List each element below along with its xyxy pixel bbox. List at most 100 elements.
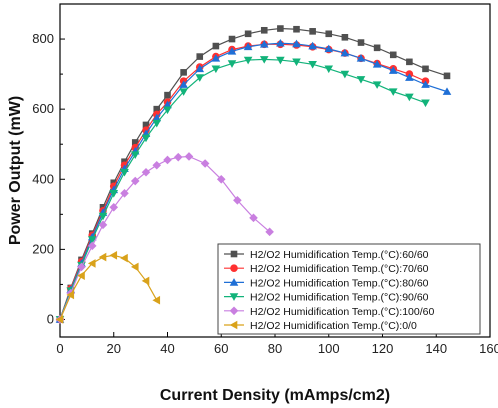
legend-entry: H2/O2 Humidification Temp.(°C):80/60 <box>224 277 429 289</box>
data-point <box>324 44 334 53</box>
x-tick-label: 80 <box>268 341 282 356</box>
data-point <box>66 290 75 300</box>
data-point <box>388 88 398 96</box>
data-point <box>109 203 119 212</box>
data-point <box>173 152 183 162</box>
data-point <box>196 53 204 60</box>
y-axis-title: Power Output (mW) <box>7 96 24 245</box>
data-point <box>98 220 108 230</box>
y-tick-label: 200 <box>32 241 54 256</box>
data-point <box>259 40 269 48</box>
data-point <box>260 26 268 34</box>
data-point <box>341 34 349 41</box>
data-point <box>227 60 237 68</box>
data-point <box>141 167 151 177</box>
legend-label: H2/O2 Humidification Temp.(°C):0/0 <box>250 320 417 332</box>
data-point <box>109 189 119 198</box>
legend-label: H2/O2 Humidification Temp.(°C):80/60 <box>250 277 429 289</box>
data-point <box>98 212 108 221</box>
data-point <box>277 25 284 32</box>
data-point <box>276 38 285 47</box>
legend-entry: H2/O2 Humidification Temp.(°C):90/60 <box>224 292 429 304</box>
data-point <box>443 72 451 80</box>
y-tick-label: 600 <box>32 101 54 116</box>
legend-swatch-marker <box>229 306 239 316</box>
series-6 <box>55 251 161 324</box>
legend-entry: H2/O2 Humidification Temp.(°C):100/60 <box>224 306 434 318</box>
x-axis-title: Current Density (mAmps/cm2) <box>160 387 390 404</box>
data-point <box>98 252 107 262</box>
data-point <box>163 155 172 165</box>
data-point <box>292 39 301 48</box>
data-point <box>340 70 350 79</box>
y-tick-label: 800 <box>32 31 54 46</box>
data-point <box>211 54 221 62</box>
data-point <box>120 253 128 263</box>
y-tick-label: 400 <box>32 171 54 186</box>
data-point <box>153 105 161 113</box>
legend-box <box>217 243 481 335</box>
y-tick-label: 0 <box>47 311 54 326</box>
data-point <box>141 276 150 286</box>
data-point <box>259 56 269 64</box>
data-point <box>388 66 398 74</box>
data-point <box>357 39 365 46</box>
data-point <box>130 262 139 272</box>
data-point <box>372 81 382 89</box>
series-5 <box>55 152 274 324</box>
legend: H2/O2 Humidification Temp.(°C):60/60 H2/O… <box>217 243 481 335</box>
x-tick-label: 160 <box>479 341 498 356</box>
data-point <box>356 54 366 62</box>
data-point <box>372 59 382 68</box>
data-point <box>120 188 129 198</box>
data-point <box>292 58 301 67</box>
data-point <box>233 195 242 205</box>
data-point <box>130 151 140 160</box>
data-point <box>184 152 194 161</box>
data-point <box>120 168 129 177</box>
data-point <box>77 271 85 280</box>
x-tick-label: 140 <box>425 341 447 356</box>
axes: 0 20 40 60 80 100 120 140 160 0 200 400 600 800 <box>32 3 498 356</box>
series-4 <box>55 56 430 324</box>
data-point <box>195 74 205 82</box>
data-point <box>442 87 452 95</box>
data-point <box>211 65 221 74</box>
data-point <box>216 174 226 184</box>
legend-entry: H2/O2 Humidification Temp.(°C):60/60 <box>224 249 429 261</box>
legend-swatch-marker <box>229 293 239 301</box>
data-point <box>405 73 414 81</box>
data-point <box>163 100 172 109</box>
data-point <box>265 227 274 237</box>
data-point <box>212 42 220 50</box>
x-tick-label: 120 <box>372 341 394 356</box>
data-point <box>179 88 188 96</box>
data-point <box>309 28 316 35</box>
legend-swatch-marker <box>230 264 238 273</box>
data-point <box>276 56 285 65</box>
data-point <box>163 106 172 115</box>
data-point <box>249 213 258 223</box>
data-point <box>227 47 237 55</box>
series-layer <box>55 25 452 324</box>
data-point <box>421 99 430 108</box>
data-point <box>109 251 118 260</box>
data-point <box>228 35 236 43</box>
data-point <box>405 93 414 102</box>
x-tick-label: 0 <box>56 341 63 356</box>
data-point <box>406 58 413 66</box>
data-point <box>179 80 188 88</box>
series-line <box>59 27 448 320</box>
data-point <box>152 119 162 128</box>
data-point <box>421 80 430 88</box>
x-tick-label: 60 <box>214 341 228 356</box>
data-point <box>340 48 350 57</box>
data-point <box>152 113 162 122</box>
legend-label: H2/O2 Humidification Temp.(°C):90/60 <box>250 292 429 304</box>
data-point <box>195 64 205 73</box>
data-point <box>87 259 96 268</box>
data-point <box>200 159 210 168</box>
series-line <box>59 254 158 320</box>
data-point <box>180 69 187 76</box>
